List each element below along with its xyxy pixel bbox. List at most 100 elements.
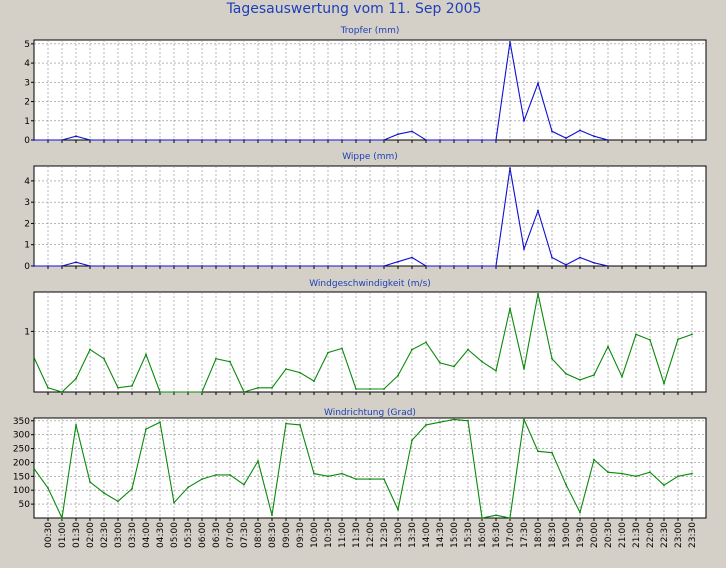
data-point — [173, 391, 175, 393]
data-point — [299, 139, 301, 141]
data-point — [117, 265, 119, 267]
x-tick-label: 05:30 — [184, 522, 194, 548]
data-point — [327, 265, 329, 267]
x-tick-label: 14:30 — [436, 522, 446, 548]
data-point — [33, 356, 35, 359]
y-tick-label: 4 — [24, 59, 30, 69]
data-point — [481, 360, 483, 363]
x-tick-label: 05:00 — [170, 522, 180, 548]
series-line-2 — [33, 293, 693, 393]
data-point — [229, 360, 231, 363]
data-point — [495, 139, 497, 141]
data-point — [61, 517, 63, 519]
x-tick-label: 01:00 — [58, 522, 68, 548]
data-point — [607, 471, 609, 474]
data-point — [61, 139, 63, 141]
data-point — [47, 139, 49, 141]
x-tick-label: 20:30 — [604, 522, 614, 548]
data-point — [285, 265, 287, 267]
data-point — [621, 375, 623, 378]
y-tick-label: 1 — [24, 117, 30, 127]
data-point — [327, 139, 329, 141]
data-point — [579, 256, 581, 259]
data-point — [355, 265, 357, 267]
data-point — [439, 362, 441, 364]
x-tick-label: 22:00 — [646, 522, 656, 548]
data-point — [425, 265, 427, 267]
data-point — [523, 248, 525, 250]
y-tick-label: 1 — [24, 241, 30, 251]
x-tick-label: 17:30 — [520, 522, 530, 548]
x-tick-label: 10:30 — [324, 522, 334, 548]
data-point — [495, 265, 497, 267]
data-point — [397, 133, 399, 136]
y-tick-label: 350 — [13, 417, 30, 427]
data-point — [495, 514, 497, 517]
data-point — [649, 338, 651, 341]
data-point — [439, 421, 441, 424]
x-tick-label: 21:30 — [632, 522, 642, 548]
data-point — [313, 265, 315, 267]
data-point — [607, 265, 609, 267]
data-point — [649, 471, 651, 474]
x-tick-label: 22:30 — [660, 522, 670, 548]
data-point — [635, 333, 637, 336]
data-point — [89, 348, 91, 351]
data-point — [131, 265, 133, 267]
y-tick-label: 3 — [24, 78, 30, 88]
y-tick-label: 100 — [13, 486, 30, 496]
data-point — [439, 265, 441, 267]
data-point — [257, 460, 259, 462]
data-point — [327, 475, 329, 478]
data-point — [369, 265, 371, 267]
data-point — [173, 265, 175, 267]
data-point — [47, 487, 49, 489]
data-point — [341, 472, 343, 475]
x-tick-label: 08:00 — [254, 522, 264, 548]
x-tick-label: 00:30 — [44, 522, 54, 548]
x-tick-label: 04:00 — [142, 522, 152, 548]
data-point — [453, 418, 455, 421]
data-point — [159, 391, 161, 393]
data-point — [607, 345, 609, 348]
data-point — [341, 139, 343, 141]
data-point — [313, 380, 315, 382]
data-point — [215, 139, 217, 141]
data-point — [523, 368, 525, 370]
data-point — [523, 119, 525, 122]
data-point — [453, 365, 455, 368]
data-point — [383, 139, 385, 141]
data-point — [383, 265, 385, 267]
x-tick-label: 13:00 — [394, 522, 404, 548]
data-point — [33, 467, 35, 470]
data-point — [75, 377, 77, 380]
y-tick-label: 5 — [24, 40, 30, 50]
data-point — [341, 347, 343, 350]
data-point — [47, 265, 49, 267]
data-point — [551, 256, 553, 259]
series-line-0 — [34, 41, 609, 141]
data-point — [453, 139, 455, 141]
data-point — [383, 388, 385, 390]
data-point — [243, 391, 245, 393]
data-point — [313, 472, 315, 475]
x-tick-label: 23:00 — [674, 522, 684, 548]
x-tick-label: 04:30 — [156, 522, 166, 548]
data-point — [425, 139, 427, 141]
data-point — [355, 388, 357, 390]
data-point — [523, 418, 525, 421]
x-tick-label: 20:00 — [590, 522, 600, 548]
data-point — [33, 139, 35, 141]
data-point — [145, 353, 147, 356]
data-point — [285, 368, 287, 370]
data-point — [565, 264, 567, 266]
data-point — [145, 265, 147, 267]
data-point — [271, 386, 273, 389]
y-tick-label: 50 — [19, 500, 31, 510]
data-point — [579, 129, 581, 132]
x-tick-label: 07:30 — [240, 522, 250, 548]
data-point — [131, 139, 133, 141]
data-point — [397, 260, 399, 263]
y-tick-label: 1 — [24, 327, 30, 337]
data-point — [691, 333, 693, 336]
